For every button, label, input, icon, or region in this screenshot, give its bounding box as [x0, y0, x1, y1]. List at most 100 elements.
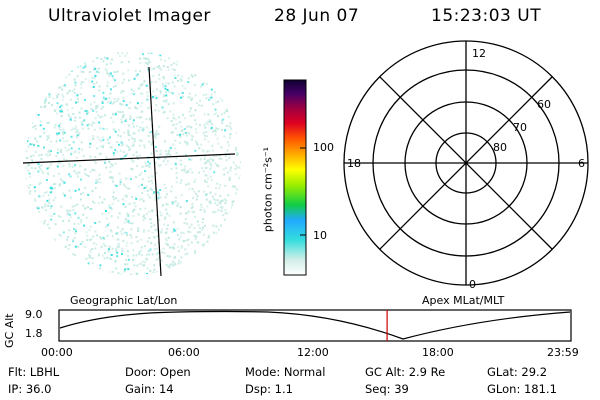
uv-speckle	[98, 71, 101, 74]
uv-speckle	[144, 207, 147, 210]
uv-speckle	[148, 60, 150, 63]
uv-speckle	[124, 54, 127, 57]
uv-speckle	[98, 89, 101, 92]
uv-speckle	[194, 58, 197, 61]
uv-speckle	[110, 116, 113, 119]
uv-speckle	[145, 253, 148, 256]
uv-speckle	[200, 62, 203, 65]
uv-speckle	[184, 268, 187, 271]
uv-speckle	[73, 170, 76, 173]
uv-speckle	[217, 82, 220, 85]
uv-speckle	[29, 184, 32, 186]
uv-speckle	[177, 134, 180, 137]
uv-speckle	[38, 154, 41, 157]
uv-speckle	[231, 236, 234, 239]
uv-speckle	[165, 239, 168, 242]
uv-speckle	[202, 94, 205, 97]
uv-speckle	[179, 206, 182, 209]
uv-speckle	[229, 59, 232, 62]
uv-speckle	[57, 93, 60, 96]
uv-speckle	[214, 162, 217, 165]
uv-speckle	[146, 98, 149, 101]
uv-speckle	[47, 236, 50, 239]
uv-speckle	[230, 272, 233, 275]
uv-speckle	[36, 261, 39, 264]
uv-speckle	[167, 90, 170, 93]
uv-speckle	[29, 120, 31, 123]
uv-speckle	[31, 63, 34, 66]
uv-speckle	[47, 52, 49, 55]
uv-speckle	[187, 96, 190, 99]
uv-speckle	[188, 187, 191, 190]
uv-speckle	[142, 219, 145, 222]
uv-speckle	[235, 192, 237, 195]
uv-speckle	[207, 177, 209, 180]
uv-speckle	[165, 99, 168, 102]
uv-speckle	[112, 77, 115, 80]
uv-speckle	[41, 274, 44, 275]
uv-speckle	[126, 234, 129, 237]
uv-speckle	[231, 79, 233, 82]
uv-speckle	[88, 146, 91, 149]
timeline-xtick-2359: 23:59	[547, 346, 579, 359]
uv-speckle	[204, 224, 206, 227]
uv-speckle	[146, 164, 149, 167]
uv-speckle	[150, 152, 153, 155]
uv-speckle	[216, 245, 219, 248]
uv-speckle	[126, 52, 129, 55]
uv-speckle	[53, 212, 56, 215]
uv-speckle	[162, 95, 165, 98]
uv-speckle	[130, 92, 133, 95]
uv-speckle	[62, 260, 65, 263]
uv-speckle	[223, 112, 226, 115]
uv-speckle	[163, 252, 166, 255]
uv-speckle	[37, 233, 40, 236]
uv-speckle	[216, 79, 219, 81]
uv-speckle	[245, 219, 247, 221]
uv-speckle	[133, 275, 135, 277]
uv-speckle	[198, 66, 201, 69]
uv-speckle	[192, 273, 195, 275]
uv-speckle	[41, 91, 44, 94]
uv-speckle	[237, 58, 240, 61]
uv-speckle	[151, 182, 154, 185]
uv-speckle	[136, 240, 139, 243]
uv-speckle	[159, 164, 162, 167]
app-title: Ultraviolet Imager	[48, 6, 211, 26]
uv-speckle	[174, 196, 177, 199]
uv-speckle	[103, 198, 106, 201]
uv-speckle	[153, 67, 156, 70]
uv-speckle	[195, 140, 198, 143]
uv-speckle	[219, 202, 222, 205]
uv-speckle	[87, 193, 90, 196]
uv-speckle	[114, 162, 117, 165]
uv-speckle	[121, 253, 123, 255]
uv-speckle	[30, 274, 33, 275]
uv-speckle	[239, 214, 241, 217]
uv-speckle	[207, 54, 210, 56]
uv-speckle	[190, 158, 193, 161]
uv-speckle	[110, 208, 113, 210]
uv-speckle	[214, 74, 217, 77]
uv-speckle	[30, 274, 33, 275]
uv-speckle	[169, 154, 172, 156]
uv-speckle	[94, 156, 97, 158]
uv-speckle	[50, 67, 53, 70]
uv-speckle	[195, 260, 198, 263]
uv-speckle	[43, 219, 46, 222]
uv-speckle	[116, 226, 119, 229]
uv-speckle	[159, 90, 162, 93]
uv-speckle	[236, 61, 239, 64]
uv-speckle	[180, 231, 183, 234]
uv-speckle	[205, 174, 208, 177]
uv-speckle	[217, 54, 220, 57]
uv-speckle	[157, 132, 160, 135]
uv-speckle	[51, 104, 53, 106]
uv-speckle	[27, 169, 30, 172]
uv-speckle	[240, 119, 241, 121]
uv-speckle	[250, 237, 252, 239]
uv-speckle	[231, 242, 234, 245]
uv-speckle	[59, 110, 62, 113]
uv-speckle	[212, 276, 214, 278]
uv-speckle	[138, 279, 140, 281]
